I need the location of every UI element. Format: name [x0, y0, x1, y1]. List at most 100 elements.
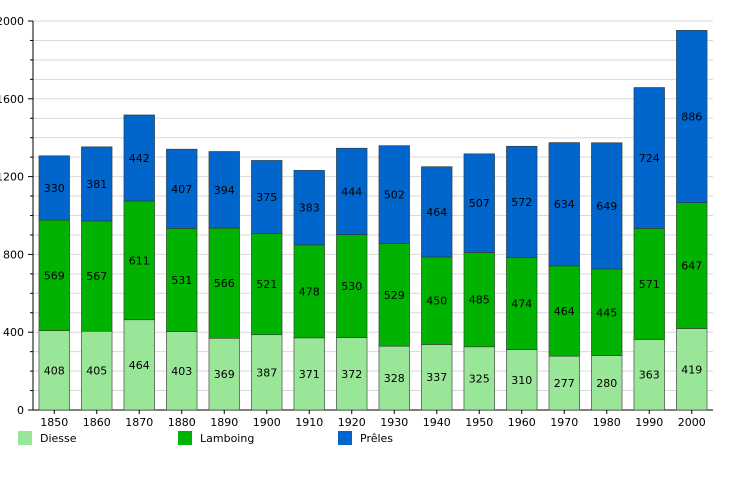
bar-segment — [378, 243, 410, 347]
bar-segment — [336, 234, 368, 338]
data-label: 531 — [171, 274, 192, 287]
bar-segment — [81, 220, 113, 332]
legend-label-lamboing: Lamboing — [200, 431, 255, 445]
x-tick-label: 1990 — [635, 416, 663, 429]
bar-segment — [208, 227, 240, 339]
bar-segment — [251, 334, 283, 411]
data-label: 724 — [639, 152, 660, 165]
bar-segment — [506, 145, 538, 258]
bar-segment — [676, 202, 708, 329]
bar-segment — [548, 355, 580, 411]
data-label: 485 — [469, 294, 490, 307]
legend-label-diesse: Diesse — [40, 431, 77, 445]
bar-segment — [123, 319, 155, 411]
x-tick-label: 1980 — [593, 416, 621, 429]
data-label: 337 — [426, 371, 447, 384]
data-label: 478 — [299, 285, 320, 298]
x-tick-label: 1900 — [253, 416, 281, 429]
data-label: 407 — [171, 183, 192, 196]
x-tick-label: 1880 — [168, 416, 196, 429]
legend-item-preles: Prêles — [338, 430, 393, 446]
bar-segment — [123, 200, 155, 321]
bar-segment — [633, 339, 665, 411]
bar-segment — [463, 252, 495, 348]
data-label: 363 — [639, 369, 660, 382]
data-label: 569 — [44, 269, 65, 282]
bar-segment — [548, 265, 580, 357]
bar-segment — [506, 349, 538, 411]
data-label: 464 — [129, 359, 150, 372]
y-tick-label: 800 — [3, 248, 24, 261]
data-label: 310 — [511, 374, 532, 387]
bar-segment — [336, 147, 368, 235]
x-tick-label: 1960 — [508, 416, 536, 429]
bar-segment — [251, 160, 283, 234]
bar-segment — [293, 170, 325, 246]
y-tick-label: 2000 — [0, 15, 24, 28]
bar-segment — [463, 346, 495, 411]
legend-swatch-lamboing — [178, 431, 192, 445]
y-tick-label: 1200 — [0, 171, 24, 184]
bar-segment — [208, 151, 240, 229]
y-tick-label: 0 — [17, 404, 24, 417]
data-label: 403 — [171, 365, 192, 378]
data-label: 450 — [426, 295, 447, 308]
bar-segment — [421, 256, 453, 345]
legend-label-preles: Prêles — [360, 431, 394, 445]
bar-segment — [38, 155, 70, 221]
data-label: 529 — [384, 289, 405, 302]
data-label: 330 — [44, 182, 65, 195]
data-label: 280 — [596, 377, 617, 390]
data-label: 369 — [214, 368, 235, 381]
x-tick-label: 1860 — [83, 416, 111, 429]
bar-segment — [463, 153, 495, 253]
data-label: 442 — [129, 152, 150, 165]
bar-segment — [251, 233, 283, 336]
data-label: 521 — [256, 278, 277, 291]
data-label: 394 — [214, 184, 235, 197]
bar-segment — [81, 146, 113, 222]
x-tick-label: 1970 — [550, 416, 578, 429]
bar-segment — [38, 219, 70, 331]
data-label: 571 — [639, 278, 660, 291]
bar-segment — [591, 355, 623, 411]
data-label: 886 — [681, 110, 702, 123]
bar-segment — [166, 148, 198, 229]
data-label: 502 — [384, 188, 405, 201]
data-label: 328 — [384, 372, 405, 385]
data-label: 566 — [214, 277, 235, 290]
data-label: 464 — [554, 305, 575, 318]
data-label: 405 — [86, 365, 107, 378]
bar-segment — [676, 30, 708, 203]
data-label: 444 — [341, 185, 362, 198]
bar-segment — [293, 244, 325, 339]
bar-segment — [378, 145, 410, 244]
bar-segment — [633, 228, 665, 340]
bar-segment — [421, 166, 453, 258]
data-label: 325 — [469, 372, 490, 385]
data-label: 419 — [681, 363, 702, 376]
data-label: 611 — [129, 254, 150, 267]
data-label: 375 — [256, 191, 277, 204]
y-tick-label: 400 — [3, 326, 24, 339]
data-label: 371 — [299, 368, 320, 381]
x-tick-label: 1850 — [40, 416, 68, 429]
x-tick-label: 1870 — [125, 416, 153, 429]
data-label: 277 — [554, 377, 575, 390]
y-tick-label: 1600 — [0, 93, 24, 106]
data-label: 572 — [511, 196, 532, 209]
bar-segment — [123, 114, 155, 202]
data-label: 634 — [554, 198, 575, 211]
bar-segment — [633, 87, 665, 229]
data-label: 530 — [341, 280, 362, 293]
data-label: 507 — [469, 197, 490, 210]
legend-item-diesse: Diesse — [18, 430, 77, 446]
data-label: 474 — [511, 298, 532, 311]
x-tick-label: 1930 — [380, 416, 408, 429]
data-label: 381 — [86, 178, 107, 191]
x-tick-label: 1910 — [295, 416, 323, 429]
data-label: 567 — [86, 270, 107, 283]
bar-segment — [166, 331, 198, 411]
bar-segment — [208, 337, 240, 411]
x-tick-label: 2000 — [678, 416, 706, 429]
